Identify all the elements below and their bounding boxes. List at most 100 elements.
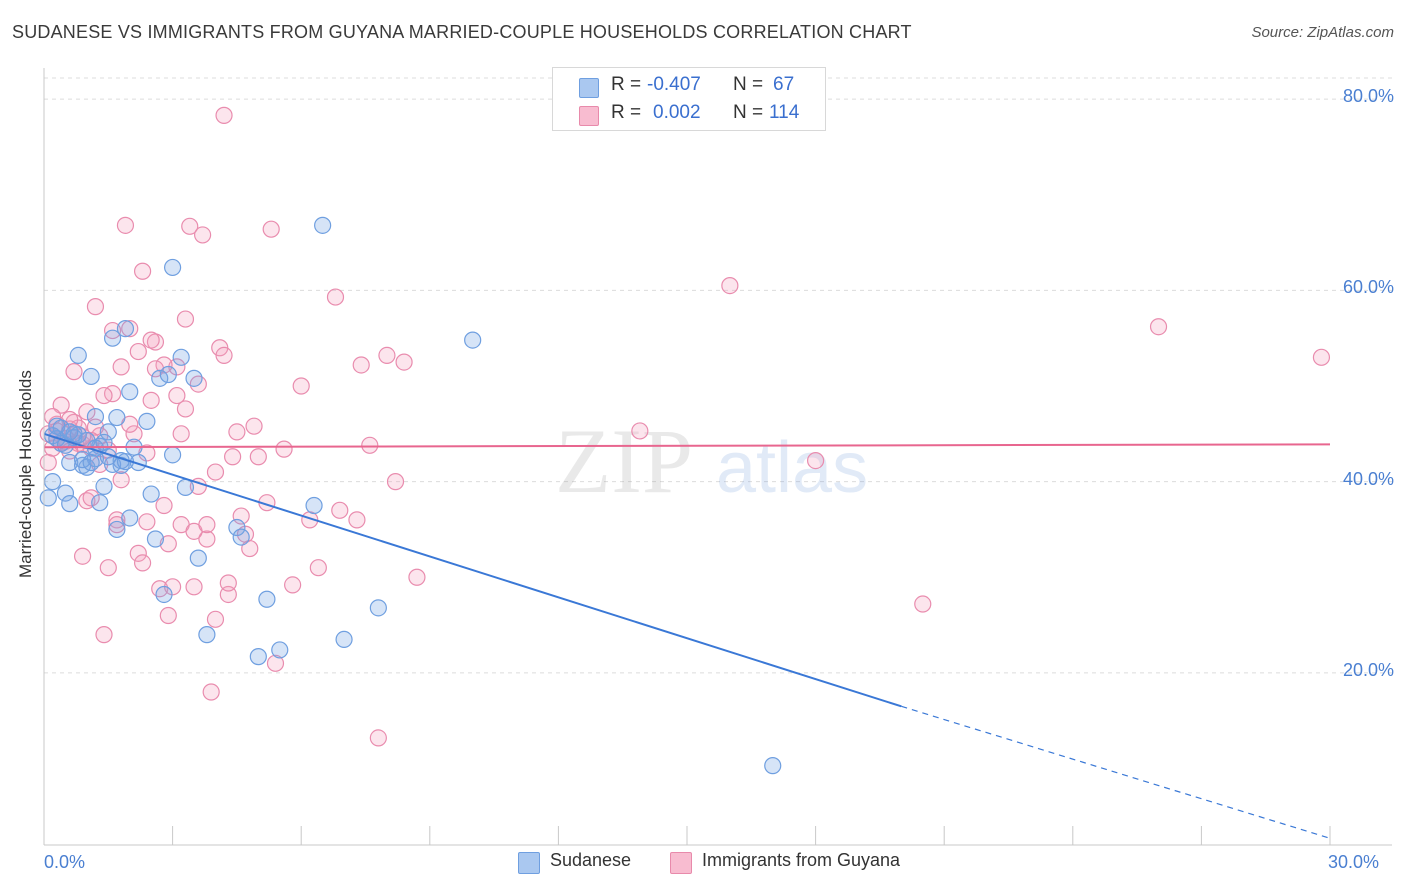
sudanese-point: [39, 489, 57, 507]
sudanese-point: [172, 348, 190, 366]
guyana-point: [176, 310, 195, 328]
guyana-point: [116, 216, 135, 234]
sudanese-point: [82, 367, 100, 386]
stats-legend: R = -0.407 N = 67 R = 0.002 N = 114: [552, 67, 826, 131]
legend-row-sudanese: R = -0.407 N = 67: [553, 72, 825, 100]
sudanese-point: [61, 423, 79, 441]
guyana-point: [138, 513, 156, 531]
guyana-point: [142, 331, 160, 349]
guyana-point: [181, 217, 199, 235]
guyana-point: [215, 346, 233, 364]
sudanese-point: [155, 585, 173, 604]
guyana-point: [121, 320, 139, 338]
guyana-point: [284, 576, 302, 594]
guyana-point: [43, 408, 62, 426]
guyana-point: [262, 220, 280, 238]
sudanese-point: [189, 549, 207, 567]
guyana-point: [326, 288, 345, 306]
guyana-point: [99, 559, 117, 577]
legend-n-label: N =: [733, 74, 764, 95]
guyana-point: [194, 226, 212, 244]
source-label: Source: ZipAtlas.com: [1251, 24, 1394, 41]
axes: [43, 68, 1392, 846]
guyana-point: [133, 262, 152, 280]
sudanese-point: [91, 494, 109, 512]
sudanese-point: [82, 453, 100, 472]
bottom-legend-swatch-sudanese: [518, 852, 540, 874]
guyana-point: [721, 276, 739, 295]
legend-n-value: 114: [769, 102, 800, 123]
sudanese-point: [103, 329, 122, 347]
guyana-point: [352, 356, 370, 374]
legend-n-value: 67: [773, 74, 795, 95]
guyana-point: [206, 463, 225, 481]
bottom-legend-swatch-guyana: [670, 852, 692, 874]
guyana-point: [155, 356, 173, 374]
bottom-legend-label-guyana: Immigrants from Guyana: [702, 850, 901, 870]
guyana-point: [215, 106, 233, 124]
guyana-point: [369, 729, 387, 747]
guyana-point: [198, 516, 216, 534]
sudanese-point: [69, 346, 87, 364]
guyana-point: [228, 423, 246, 441]
guyana-point: [275, 440, 293, 458]
guyana-point: [386, 473, 405, 491]
guyana-point: [185, 578, 203, 596]
guyana-point: [202, 683, 220, 701]
legend-r-label: R =: [611, 74, 642, 95]
guyana-point: [65, 363, 83, 381]
guyana-point: [125, 425, 143, 443]
guyana-point: [249, 448, 267, 466]
sudanese-point: [232, 528, 250, 546]
sudanese-point: [121, 383, 139, 401]
sudanese-point: [86, 408, 105, 426]
grid-lines: [44, 77, 1392, 674]
y-axis-label: Married-couple Households: [16, 370, 35, 578]
legend-r-label: R =: [611, 102, 642, 123]
guyana-point: [331, 501, 349, 519]
sudanese-point: [159, 365, 177, 384]
guyana-point: [168, 386, 186, 405]
sudanese-point: [108, 520, 126, 539]
x-tick-0: 0.0%: [44, 852, 86, 872]
sudanese-point: [61, 453, 79, 472]
sudanese-point: [369, 599, 387, 617]
sudanese-point: [176, 478, 195, 496]
chart-title: SUDANESE VS IMMIGRANTS FROM GUYANA MARRI…: [12, 22, 912, 42]
guyana-point: [266, 654, 285, 672]
guyana-point: [133, 554, 152, 572]
sudanese-trend-extension: [901, 705, 1331, 839]
sudanese-points: [39, 216, 782, 775]
guyana-point: [73, 547, 92, 565]
sudanese-point: [146, 530, 165, 548]
sudanese-point: [464, 331, 482, 349]
guyana-point: [172, 425, 190, 443]
sudanese-point: [95, 477, 113, 496]
sudanese-point: [56, 484, 75, 502]
guyana-point: [198, 530, 216, 548]
guyana-point: [142, 391, 160, 409]
sudanese-point: [271, 641, 289, 659]
guyana-point: [292, 377, 310, 395]
guyana-point: [86, 298, 105, 316]
guyana-point: [129, 544, 147, 562]
legend-r-value: -0.407: [647, 74, 701, 95]
guyana-point: [129, 342, 147, 361]
guyana-point: [395, 353, 413, 371]
guyana-point: [361, 436, 379, 454]
y-tick-20: 20.0%: [1342, 660, 1394, 680]
y-tick-60: 60.0%: [1342, 277, 1394, 297]
sudanese-point: [129, 453, 147, 472]
sudanese-point: [164, 258, 182, 277]
legend-row-guyana: R = 0.002 N = 114: [553, 100, 825, 128]
guyana-point: [245, 417, 263, 435]
sudanese-point: [258, 590, 276, 608]
guyana-point: [1312, 348, 1331, 366]
legend-n-label: N =: [733, 102, 764, 123]
guyana-point: [112, 358, 130, 376]
guyana-point: [108, 511, 126, 529]
guyana-point: [219, 574, 237, 592]
sudanese-point: [116, 320, 135, 338]
watermark-zip: ZIP: [555, 410, 693, 512]
